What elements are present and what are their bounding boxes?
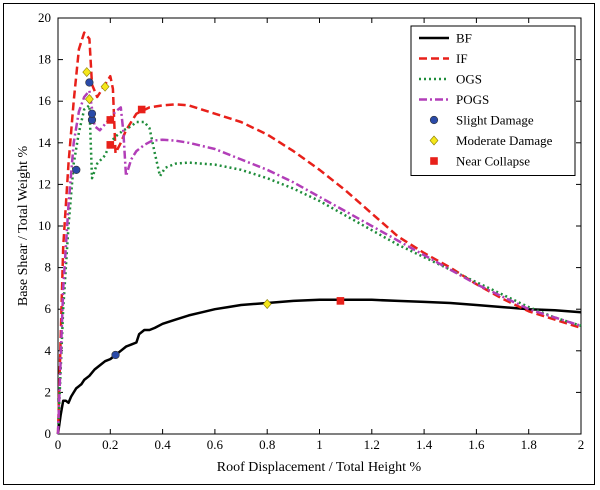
slight-damage-marker	[72, 165, 81, 174]
y-tick-label: 6	[45, 301, 52, 316]
x-tick-label: 0.8	[259, 437, 275, 452]
series-ogs-line	[56, 104, 582, 435]
slight-damage-marker	[87, 109, 97, 118]
series-bf-line	[56, 298, 582, 435]
legend-swatch-near-collapse	[430, 157, 438, 165]
moderate-damage-marker	[84, 94, 94, 105]
near-collapse-marker	[137, 105, 146, 114]
y-tick-label: 18	[38, 52, 51, 67]
legend-label-ogs: OGS	[456, 72, 482, 87]
damage-markers	[72, 67, 345, 360]
x-tick-label: 1.2	[364, 437, 380, 452]
ticks: 0 0.2 0.4 0.6 0.8 1 1.2 1.4 1.6 1.8 20246810121416…	[38, 10, 584, 452]
x-tick-label: 0.6	[207, 437, 224, 452]
y-tick-label: 0	[45, 426, 52, 441]
legend-label-if: IF	[456, 51, 468, 66]
near-collapse-marker	[336, 297, 345, 305]
x-tick-label: 1.8	[521, 437, 537, 452]
x-tick-label: 0	[55, 437, 62, 452]
legend-label-near-collapse: Near Collapse	[456, 154, 530, 169]
legend-label-moderate-damage: Moderate Damage	[456, 133, 553, 148]
y-tick-label: 4	[45, 343, 52, 358]
x-tick-label: 0.4	[154, 437, 171, 452]
legend: BF IF OGS POGS Slight Damage Moderate Damage N…	[410, 25, 576, 176]
y-tick-label: 2	[45, 384, 52, 399]
legend-label-slight-damage: Slight Damage	[456, 113, 534, 128]
series-if-line	[56, 31, 582, 435]
legend-label-pogs: POGS	[456, 92, 489, 107]
y-tick-label: 16	[38, 93, 52, 108]
near-collapse-marker	[106, 141, 115, 149]
slight-damage-marker	[111, 350, 120, 360]
moderate-damage-marker	[100, 81, 110, 92]
x-tick-label: 1.4	[416, 437, 433, 452]
x-tick-label: 0.2	[102, 437, 118, 452]
legend-swatch-slight-damage	[429, 115, 439, 125]
y-tick-label: 12	[38, 176, 51, 191]
x-tick-label: 1	[316, 437, 323, 452]
y-axis-label: Base Shear / Total Weight %	[16, 146, 31, 307]
x-tick-label: 2	[578, 437, 585, 452]
slight-damage-marker	[85, 78, 94, 87]
near-collapse-marker	[106, 116, 115, 124]
x-axis-label: Roof Displacement / Total Height %	[217, 460, 422, 475]
y-tick-label: 14	[38, 135, 52, 150]
legend-label-bf: BF	[456, 31, 472, 46]
legend-swatch-moderate-damage	[429, 135, 439, 146]
moderate-damage-marker	[82, 67, 92, 78]
moderate-damage-marker	[262, 299, 272, 309]
series-pogs-line	[56, 89, 582, 435]
y-tick-label: 20	[38, 10, 51, 25]
y-tick-label: 8	[45, 260, 52, 275]
y-tick-label: 10	[38, 218, 51, 233]
x-tick-label: 1.6	[468, 437, 485, 452]
plot-area	[56, 31, 582, 435]
